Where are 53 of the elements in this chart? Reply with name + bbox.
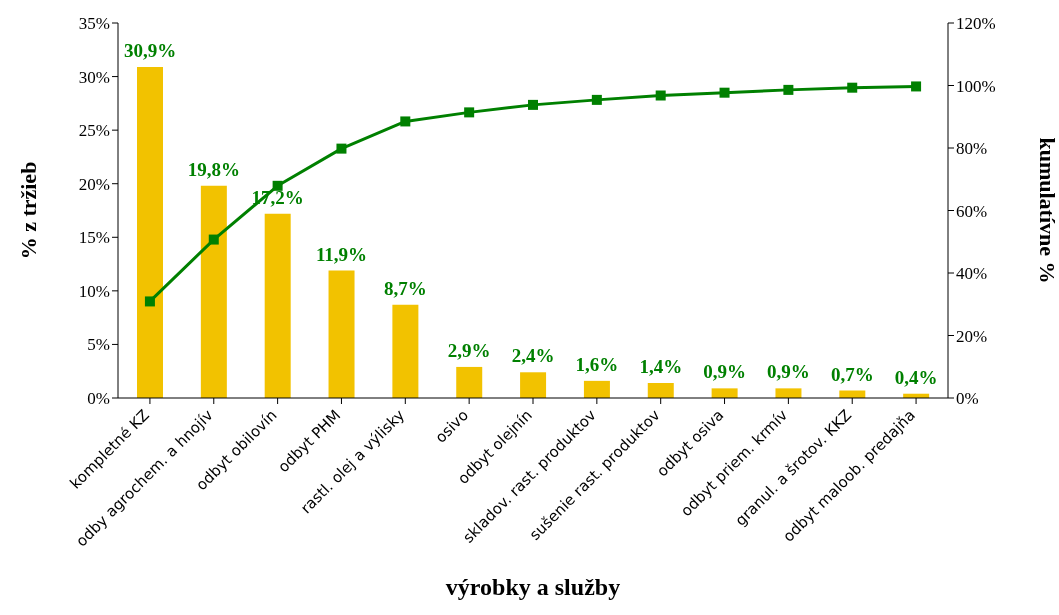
bar — [647, 383, 674, 398]
data-label: 11,9% — [315, 243, 368, 265]
y-tick-label: 15% — [78, 228, 110, 248]
y-tick-label: 30% — [78, 67, 110, 87]
y-tick-label: 10% — [78, 281, 110, 301]
y2-tick-label: 20% — [956, 326, 988, 346]
bar — [711, 388, 738, 398]
data-label: 2,9% — [447, 339, 491, 361]
data-label: 0,7% — [830, 363, 874, 385]
point — [783, 84, 794, 95]
y2-axis-title: kumulatívne % — [1035, 137, 1059, 284]
data-label: 0,4% — [894, 366, 938, 388]
point — [528, 99, 538, 110]
bar — [583, 380, 610, 398]
y2-tick-label: 120% — [956, 14, 996, 34]
point — [400, 116, 411, 127]
bar — [456, 366, 483, 398]
data-label: 0,9% — [767, 361, 810, 383]
x-axis-title: výrobky a služby — [445, 574, 621, 601]
y2-tick-label: 40% — [956, 264, 988, 284]
point — [655, 90, 666, 101]
data-label: 19,8% — [187, 158, 240, 180]
y-axis-title: % z tržieb — [15, 161, 41, 260]
bar — [520, 372, 547, 398]
data-label: 0,9% — [703, 361, 746, 383]
y-tick-label: 20% — [78, 174, 110, 194]
bar — [264, 213, 291, 398]
y-tick-label: 25% — [78, 121, 110, 141]
point — [144, 296, 155, 307]
point — [719, 87, 730, 98]
y2-tick-label: 100% — [956, 76, 996, 96]
point — [464, 107, 475, 118]
y2-tick-label: 80% — [956, 139, 988, 159]
y-tick-label: 35% — [78, 14, 110, 34]
point — [591, 94, 602, 105]
data-label: 30,9% — [123, 39, 177, 61]
y-tick-label: 5% — [87, 335, 110, 355]
point — [911, 81, 922, 92]
point — [336, 143, 347, 154]
data-label: 2,4% — [511, 345, 555, 367]
point — [208, 234, 219, 245]
data-label: 8,7% — [384, 277, 427, 299]
point — [847, 82, 858, 93]
bar — [392, 304, 419, 398]
y2-tick-label: 60% — [956, 201, 988, 221]
y2-tick-label: 0% — [956, 389, 979, 409]
data-label: 1,4% — [639, 356, 683, 377]
y-tick-label: 0% — [87, 389, 110, 409]
data-label: 1,6% — [575, 353, 619, 375]
bar — [137, 66, 163, 398]
bar — [200, 185, 227, 398]
bar — [328, 270, 355, 398]
bar — [775, 388, 802, 398]
